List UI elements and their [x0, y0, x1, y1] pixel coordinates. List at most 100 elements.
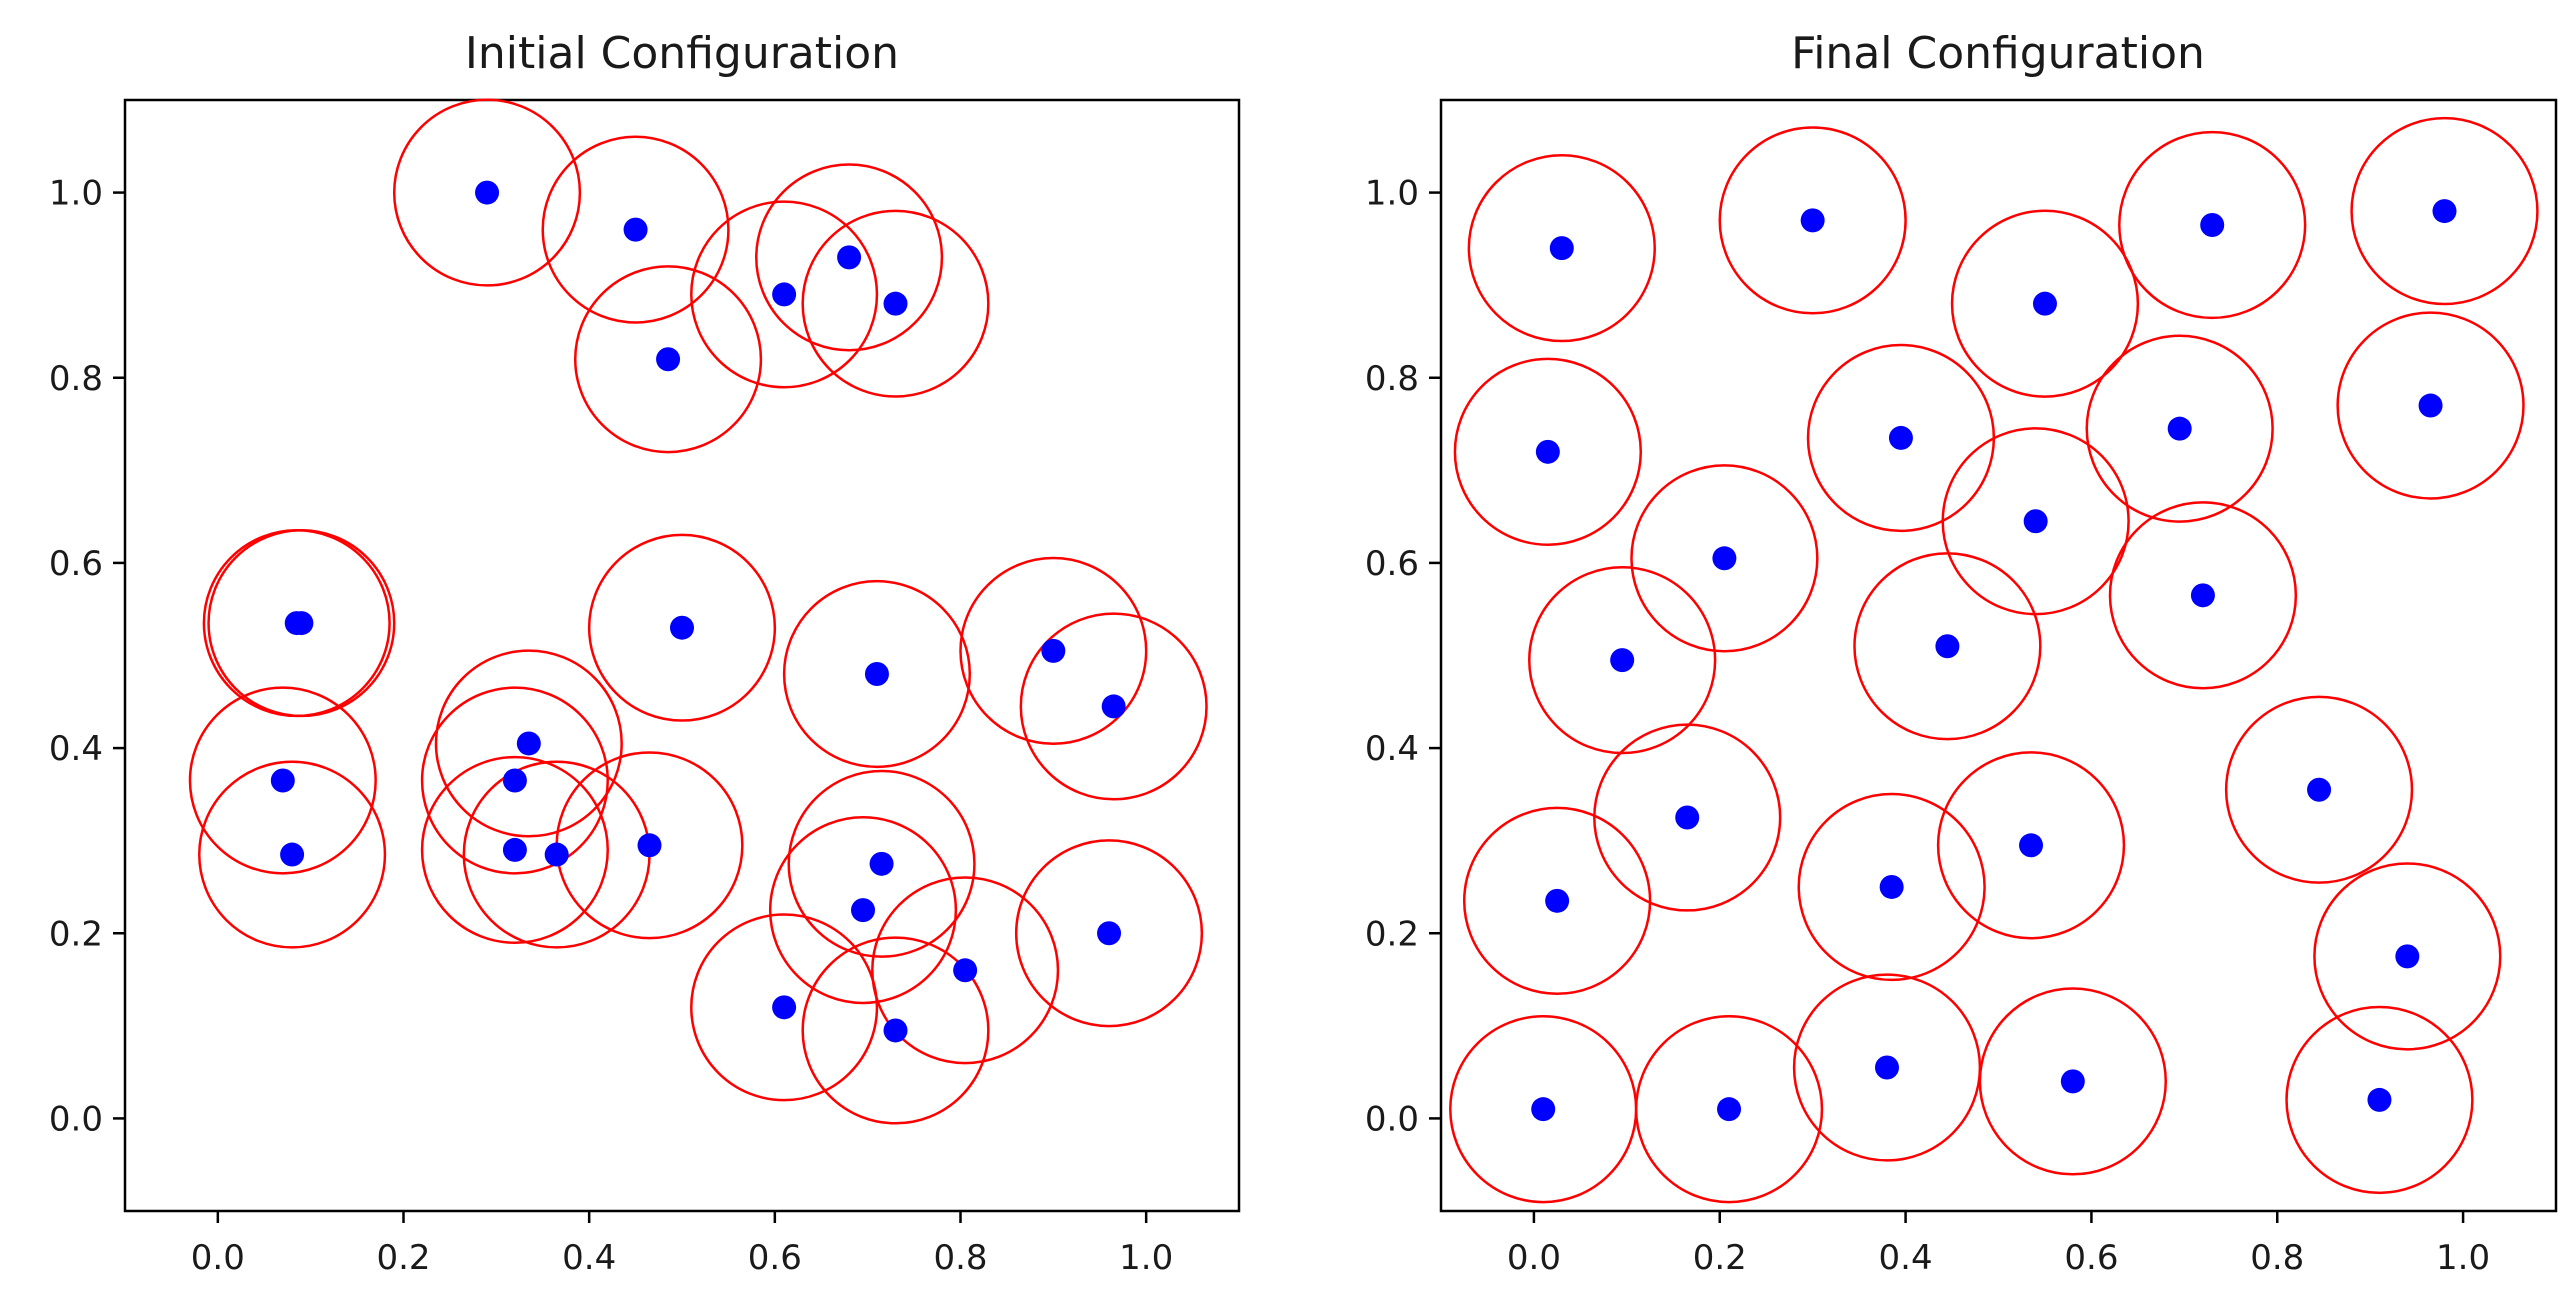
final-configuration-panel: Final Configuration 0.0 0.2 0.4 0.6 0.8 1.0 0.…	[1365, 28, 2558, 1278]
y-tick-label: 0.2	[49, 914, 103, 954]
x-tick-label: 0.8	[2250, 1238, 2304, 1278]
axis-ticks: 0.0 0.2 0.4 0.6 0.8 1.0 0.0 0.2 0.4 0.6 0.8 1.0	[1365, 174, 2490, 1278]
agent-point	[516, 731, 541, 756]
y-tick-label: 0.4	[1365, 729, 1419, 769]
agent-point	[2395, 944, 2420, 969]
exclusion-radius-circle	[768, 816, 958, 1005]
exclusion-radius-circle	[1630, 464, 1819, 653]
agent-point	[1712, 546, 1737, 571]
y-tick-label: 0.0	[49, 1099, 103, 1139]
exclusion-radius-circle	[1936, 751, 2126, 940]
agent-point	[270, 768, 295, 793]
agent-point	[883, 291, 908, 316]
agent-point	[1935, 634, 1960, 659]
exclusion-radius-circle	[1453, 357, 1643, 546]
agent-point	[475, 180, 500, 205]
y-tick-label: 0.6	[49, 544, 103, 584]
agent-point	[1717, 1097, 1742, 1122]
exclusion-radius-circle	[801, 936, 990, 1125]
axes-frame	[1439, 98, 2558, 1213]
x-tick-label: 0.0	[1507, 1238, 1561, 1278]
exclusion-radius-circle	[787, 769, 976, 958]
x-tick-label: 0.2	[1693, 1238, 1747, 1278]
exclusion-radius-circle	[1462, 806, 1652, 996]
agent-points	[1531, 199, 2457, 1122]
agent-point	[953, 958, 978, 983]
exclusion-radius-circle	[1634, 1014, 1824, 1204]
agent-point	[2307, 777, 2332, 802]
exclusion-circles	[1449, 116, 2539, 1204]
exclusion-radius-circle	[2336, 311, 2525, 500]
exclusion-radius-circle	[1978, 987, 2167, 1176]
exclusion-radius-circle	[207, 529, 396, 718]
y-tick-label: 0.8	[49, 359, 103, 399]
exclusion-radius-circle	[198, 760, 387, 949]
agent-point	[837, 245, 862, 270]
agent-point	[1531, 1097, 1556, 1122]
agent-point	[2023, 509, 2048, 534]
agent-point	[289, 611, 314, 636]
agent-point	[1549, 236, 1574, 261]
agent-point	[2167, 416, 2192, 441]
exclusion-radius-circle	[420, 686, 609, 875]
agent-point	[2019, 833, 2044, 858]
y-tick-label: 0.8	[1365, 359, 1419, 399]
agent-point	[670, 615, 694, 640]
exclusion-circles	[188, 98, 1208, 1125]
exclusion-radius-circle	[587, 533, 777, 722]
agent-point	[502, 837, 527, 862]
agent-point	[1101, 694, 1126, 719]
agent-point	[544, 842, 569, 867]
agent-points	[270, 180, 1126, 1043]
agent-point	[772, 995, 797, 1020]
axis-ticks: 0.0 0.2 0.4 0.6 0.8 1.0 0.0 0.2 0.4 0.6 0.8 1.0	[49, 174, 1173, 1278]
exclusion-radius-circle	[573, 265, 763, 454]
chart-title: Initial Configuration	[465, 28, 899, 79]
exclusion-radius-circle	[2285, 1005, 2474, 1195]
agent-point	[637, 833, 662, 858]
exclusion-radius-circle	[959, 556, 1148, 745]
exclusion-radius-circle	[2313, 862, 2502, 1051]
x-tick-label: 0.6	[748, 1238, 802, 1278]
axes-frame	[123, 98, 1241, 1213]
agent-point	[883, 1018, 908, 1043]
exclusion-radius-circle	[1528, 565, 1717, 755]
exclusion-radius-circle	[1950, 209, 2140, 398]
x-tick-label: 0.6	[2064, 1238, 2118, 1278]
agent-point	[1535, 439, 1560, 464]
exclusion-radius-circle	[755, 163, 944, 352]
chart-title: Final Configuration	[1791, 28, 2205, 79]
exclusion-radius-circle	[871, 876, 1060, 1065]
x-tick-label: 0.4	[562, 1238, 616, 1278]
x-tick-label: 0.8	[933, 1238, 987, 1278]
initial-configuration-panel: Initial Configuration 0.0 0.2 0.4 0.6 0.8 1.0…	[49, 28, 1241, 1278]
exclusion-radius-circle	[1853, 552, 2042, 741]
exclusion-radius-circle	[392, 98, 582, 287]
exclusion-radius-circle	[2350, 116, 2539, 306]
agent-point	[1800, 208, 1825, 233]
agent-point	[1097, 921, 1122, 946]
exclusion-radius-circle	[1019, 612, 1208, 801]
agent-point	[864, 662, 889, 687]
agent-point	[2418, 393, 2443, 418]
x-tick-label: 1.0	[2436, 1238, 2490, 1278]
exclusion-radius-circle	[420, 755, 609, 945]
y-tick-label: 0.0	[1365, 1099, 1419, 1139]
exclusion-radius-circle	[1467, 153, 1656, 343]
agent-point	[623, 217, 648, 242]
agent-point	[2367, 1087, 2392, 1112]
y-tick-label: 1.0	[1365, 174, 1419, 214]
agent-point	[2060, 1069, 2085, 1094]
agent-point	[2432, 199, 2457, 224]
agent-point	[1879, 874, 1904, 899]
exclusion-radius-circle	[1718, 126, 1907, 315]
exclusion-radius-circle	[1797, 792, 1986, 982]
exclusion-radius-circle	[434, 649, 623, 838]
agent-point	[1675, 805, 1700, 830]
x-tick-label: 0.2	[376, 1238, 430, 1278]
y-tick-label: 0.6	[1365, 544, 1419, 584]
agent-point	[869, 851, 894, 876]
agent-point	[1875, 1055, 1899, 1080]
agent-point	[1610, 648, 1635, 673]
